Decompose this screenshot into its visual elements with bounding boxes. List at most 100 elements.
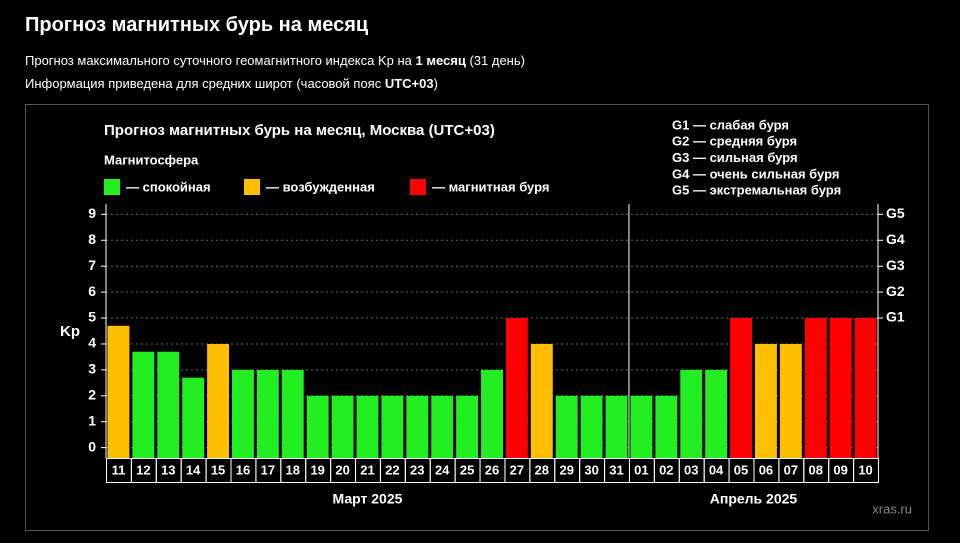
group-label: Апрель 2025 bbox=[710, 491, 798, 507]
x-tick-label: 04 bbox=[709, 462, 724, 477]
x-tick-label: 27 bbox=[510, 462, 524, 477]
y2-tick-label: G3 bbox=[886, 257, 905, 273]
x-tick-label: 20 bbox=[335, 462, 349, 477]
bar bbox=[481, 369, 503, 458]
legend-label: — возбужденная bbox=[266, 179, 375, 194]
x-tick-label: 19 bbox=[310, 462, 324, 477]
bar bbox=[630, 395, 653, 458]
y-tick-label: 8 bbox=[88, 231, 96, 247]
x-tick-label: 24 bbox=[435, 462, 450, 477]
legend-swatch bbox=[244, 179, 260, 195]
y-tick-label: 5 bbox=[88, 309, 96, 325]
x-tick-label: 02 bbox=[659, 462, 673, 477]
x-tick-label: 09 bbox=[833, 462, 847, 477]
bar bbox=[132, 351, 155, 458]
legend-label: — спокойная bbox=[126, 179, 211, 194]
bar bbox=[680, 369, 703, 458]
x-tick-label: 07 bbox=[784, 462, 798, 477]
bar bbox=[854, 318, 877, 458]
x-tick-label: 05 bbox=[734, 462, 748, 477]
x-tick-label: 10 bbox=[858, 462, 872, 477]
legend-swatch bbox=[410, 179, 426, 195]
x-tick-label: 29 bbox=[559, 462, 573, 477]
bar bbox=[107, 325, 130, 458]
x-tick-label: 13 bbox=[161, 462, 175, 477]
bar bbox=[705, 369, 728, 458]
x-tick-label: 11 bbox=[112, 462, 126, 477]
y2-tick-label: G4 bbox=[886, 231, 905, 247]
legend-label: — магнитная буря bbox=[432, 179, 549, 194]
x-tick-label: 23 bbox=[410, 462, 424, 477]
x-tick-label: 17 bbox=[261, 462, 275, 477]
scale-note: G5 — экстремальная буря bbox=[672, 183, 841, 198]
text: ) bbox=[433, 76, 438, 91]
y-tick-label: 4 bbox=[88, 335, 96, 351]
bar bbox=[505, 318, 528, 458]
text: 1 месяц bbox=[415, 53, 466, 68]
bar bbox=[804, 318, 827, 458]
text: Информация приведена для средних широт (… bbox=[25, 76, 385, 91]
scale-note: G2 — средняя буря bbox=[672, 134, 797, 149]
scale-note: G3 — сильная буря bbox=[672, 150, 798, 165]
x-tick-label: 06 bbox=[759, 462, 773, 477]
bar bbox=[232, 369, 254, 458]
chart-title: Прогноз магнитных бурь на месяц, Москва … bbox=[104, 122, 495, 139]
bar bbox=[157, 351, 180, 458]
bar bbox=[580, 395, 603, 458]
y-tick-label: 6 bbox=[88, 283, 96, 299]
x-tick-label: 30 bbox=[584, 462, 598, 477]
bar bbox=[331, 395, 354, 458]
x-tick-label: 14 bbox=[186, 462, 201, 477]
bar bbox=[431, 395, 454, 458]
y-tick-label: 1 bbox=[88, 412, 96, 428]
text: Прогноз максимального суточного геомагни… bbox=[25, 53, 416, 68]
bar bbox=[381, 395, 404, 458]
bar bbox=[406, 395, 429, 458]
text: (31 день) bbox=[465, 53, 525, 68]
bar bbox=[779, 343, 802, 458]
bar bbox=[555, 395, 578, 458]
x-tick-label: 08 bbox=[809, 462, 823, 477]
bar bbox=[456, 395, 479, 458]
legend-title: Магнитосфера bbox=[104, 152, 199, 167]
bar bbox=[182, 377, 205, 458]
x-tick-label: 03 bbox=[684, 462, 698, 477]
subtitle: Прогноз максимального суточного геомагни… bbox=[25, 53, 525, 68]
frame bbox=[25, 104, 929, 531]
y-tick-label: 0 bbox=[88, 438, 96, 454]
bar bbox=[655, 395, 678, 458]
x-tick-label: 22 bbox=[385, 462, 399, 477]
x-tick-label: 15 bbox=[211, 462, 225, 477]
group-label: Март 2025 bbox=[333, 491, 403, 507]
x-tick-label: 21 bbox=[360, 462, 374, 477]
bar bbox=[730, 318, 752, 458]
x-tick-label: 18 bbox=[286, 462, 300, 477]
bar bbox=[256, 369, 279, 458]
page-title: Прогноз магнитных бурь на месяц bbox=[25, 14, 369, 36]
y-tick-label: 7 bbox=[88, 257, 96, 273]
day-cell bbox=[853, 458, 880, 483]
x-tick-label: 25 bbox=[460, 462, 474, 477]
x-tick-label: 28 bbox=[535, 462, 549, 477]
y2-tick-label: G2 bbox=[886, 283, 905, 299]
y2-tick-label: G5 bbox=[886, 205, 905, 221]
x-tick-label: 26 bbox=[485, 462, 499, 477]
bar bbox=[306, 395, 329, 458]
y-tick-label: 2 bbox=[88, 386, 96, 402]
x-tick-label: 16 bbox=[236, 462, 250, 477]
scale-note: G1 — слабая буря bbox=[672, 117, 789, 132]
bar bbox=[207, 343, 230, 458]
y-tick-label: 9 bbox=[88, 205, 96, 221]
y2-tick-label: G1 bbox=[886, 309, 905, 325]
x-tick-label: 01 bbox=[634, 462, 648, 477]
y-tick-label: 3 bbox=[88, 361, 96, 377]
y-axis-label: Kp bbox=[60, 323, 80, 340]
bar bbox=[829, 318, 852, 458]
watermark: xras.ru bbox=[872, 501, 912, 516]
scale-note: G4 — очень сильная буря bbox=[672, 166, 839, 181]
x-tick-label: 12 bbox=[136, 462, 150, 477]
legend-swatch bbox=[104, 179, 120, 195]
bar bbox=[281, 369, 304, 458]
